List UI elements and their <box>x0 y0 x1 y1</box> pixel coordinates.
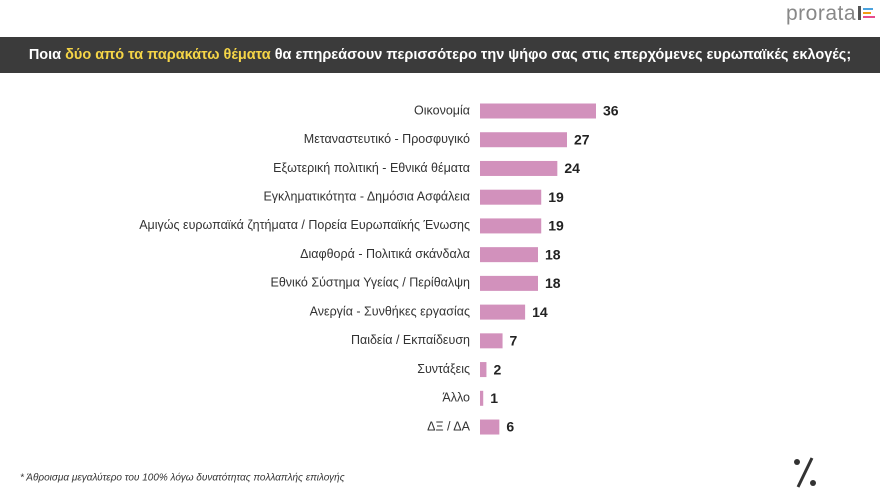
category-label: Άλλο <box>442 391 470 405</box>
percent-logo <box>794 457 816 488</box>
category-label: Οικονομία <box>414 103 470 117</box>
value-label: 27 <box>574 131 590 147</box>
category-label: Συντάξεις <box>417 362 470 376</box>
bar <box>480 132 567 148</box>
bar <box>480 390 484 406</box>
value-label: 19 <box>548 189 564 205</box>
brand-logo: prorata <box>786 2 857 25</box>
icon-part <box>863 8 873 10</box>
value-label: 36 <box>603 103 619 119</box>
category-label: ΔΞ / ΔΑ <box>427 419 471 433</box>
icon-part <box>863 12 871 14</box>
value-label: 7 <box>510 333 518 349</box>
bar <box>480 362 487 378</box>
title: θα επηρεάσουν περισσότερο την ψήφο σας σ… <box>274 47 852 63</box>
title: Ποια <box>28 47 62 63</box>
bar <box>480 304 526 320</box>
category-label: Εξωτερική πολιτική - Εθνικά θέματα <box>273 161 470 175</box>
value-label: 19 <box>548 218 564 234</box>
title-highlight: δύο από τα παρακάτω θέματα <box>65 47 271 63</box>
logo-part <box>794 459 800 465</box>
footnote: * Άθροισμα μεγαλύτερο του 100% λόγω δυνα… <box>20 472 345 484</box>
logo-part <box>796 457 814 488</box>
category-label: Μεταναστευτικό - Προσφυγικό <box>304 132 470 146</box>
icon-part <box>863 16 875 18</box>
bar <box>480 189 542 205</box>
bar <box>480 160 558 176</box>
value-label: 1 <box>490 390 498 406</box>
bar <box>480 247 538 263</box>
value-label: 2 <box>493 361 501 377</box>
value-label: 24 <box>564 160 580 176</box>
value-label: 18 <box>545 275 561 291</box>
category-label: Ανεργία - Συνθήκες εργασίας <box>310 304 470 318</box>
value-label: 14 <box>532 304 548 320</box>
bar <box>480 103 596 119</box>
brand-icon <box>858 6 875 20</box>
value-label: 18 <box>545 246 561 262</box>
category-label: Παιδεία / Εκπαίδευση <box>351 333 470 347</box>
icon-part <box>858 6 861 20</box>
category-label: Εγκληματικότητα - Δημόσια Ασφάλεια <box>263 189 470 203</box>
bar <box>480 218 542 234</box>
bar <box>480 419 500 435</box>
bar <box>480 333 503 349</box>
category-label: Εθνικό Σύστημα Υγείας / Περίθαλψη <box>271 276 471 290</box>
category-label: Αμιγώς ευρωπαϊκά ζητήματα / Πορεία Ευρωπ… <box>139 218 470 232</box>
value-label: 6 <box>506 419 514 435</box>
logo-part <box>810 480 816 486</box>
bar <box>480 275 538 291</box>
category-label: Διαφθορά - Πολιτικά σκάνδαλα <box>300 247 470 261</box>
title-bar: Ποια δύο από τα παρακάτω θέματα θα επηρε… <box>0 37 880 73</box>
